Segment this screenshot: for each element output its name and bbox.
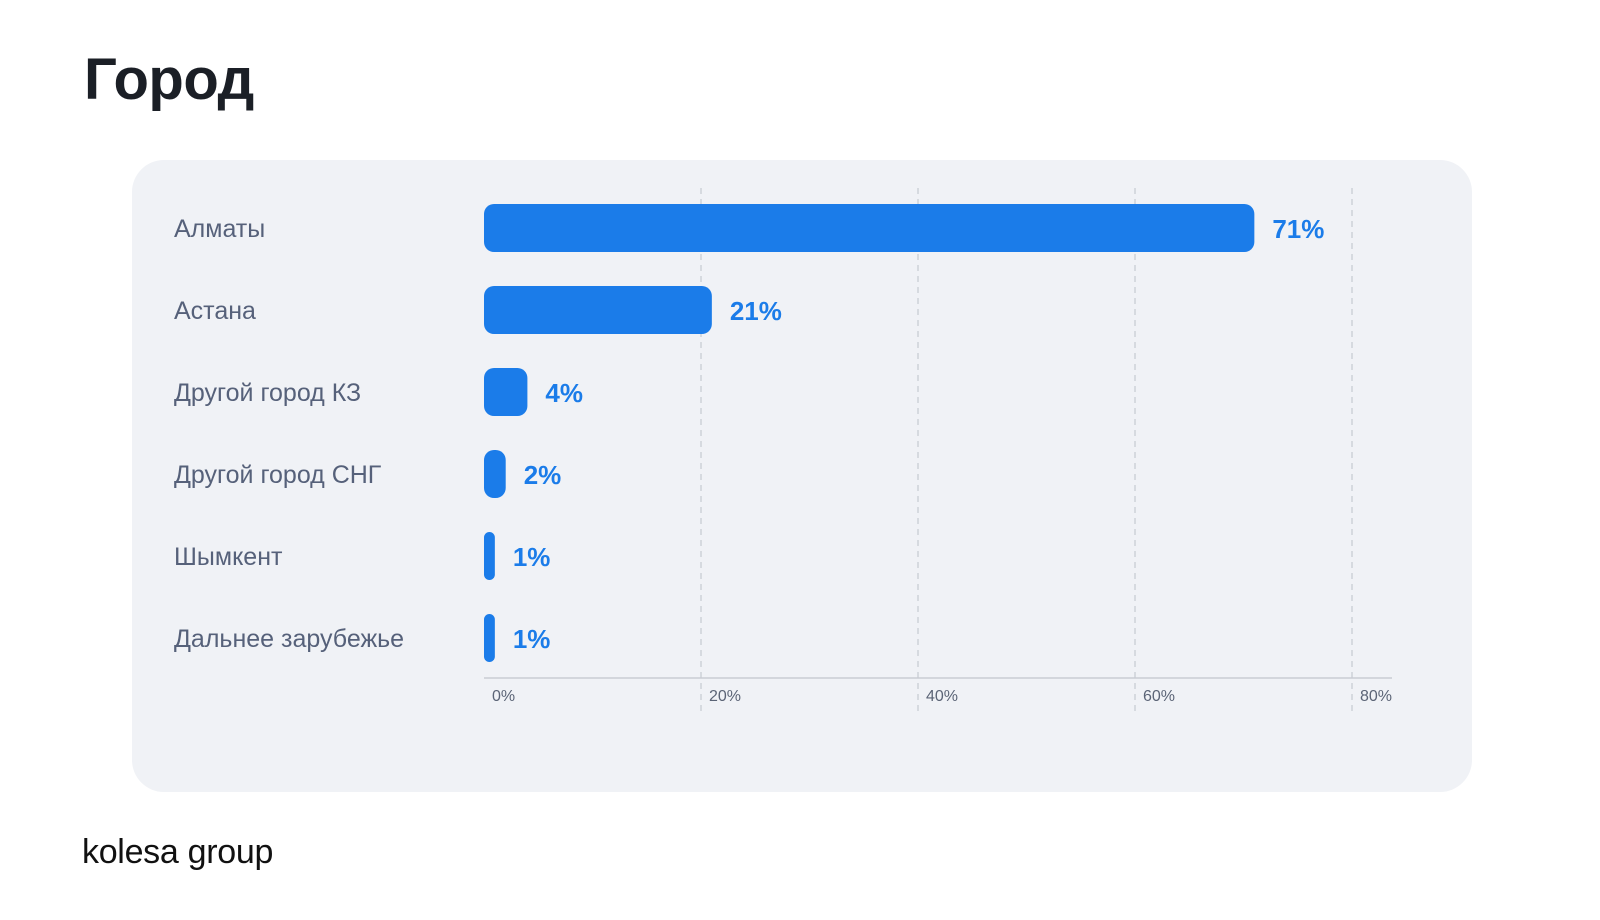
x-tick-label: 0% — [492, 688, 515, 705]
category-label: Астана — [174, 297, 256, 325]
value-label: 21% — [730, 296, 782, 326]
value-label: 4% — [545, 378, 583, 408]
category-label: Другой город КЗ — [174, 379, 361, 407]
category-label: Другой город СНГ — [174, 461, 382, 489]
category-label: Дальнее зарубежье — [174, 625, 404, 653]
value-label: 71% — [1272, 214, 1324, 244]
bar — [484, 368, 528, 416]
category-label: Шымкент — [174, 543, 283, 571]
x-tick-label: 40% — [926, 688, 958, 705]
value-label: 1% — [513, 624, 551, 654]
x-tick-label: 60% — [1143, 688, 1175, 705]
value-label: 1% — [513, 542, 551, 572]
page-title: Город — [84, 47, 254, 112]
category-label: Алматы — [174, 215, 265, 243]
chart-card: 0% 20% 40% 60% 80% Алматы 71% Астана 21% Другой г… — [132, 160, 1472, 792]
brand-logo: kolesa group — [82, 833, 274, 871]
bar — [484, 532, 495, 580]
bar — [484, 614, 495, 662]
bar — [484, 286, 712, 334]
bar — [484, 450, 506, 498]
x-tick-label: 20% — [709, 688, 741, 705]
bar-chart: 0% 20% 40% 60% 80% Алматы 71% Астана 21% Другой г… — [174, 188, 1392, 712]
bar — [484, 204, 1255, 252]
x-tick-label: 80% — [1360, 688, 1392, 705]
value-label: 2% — [524, 460, 562, 490]
